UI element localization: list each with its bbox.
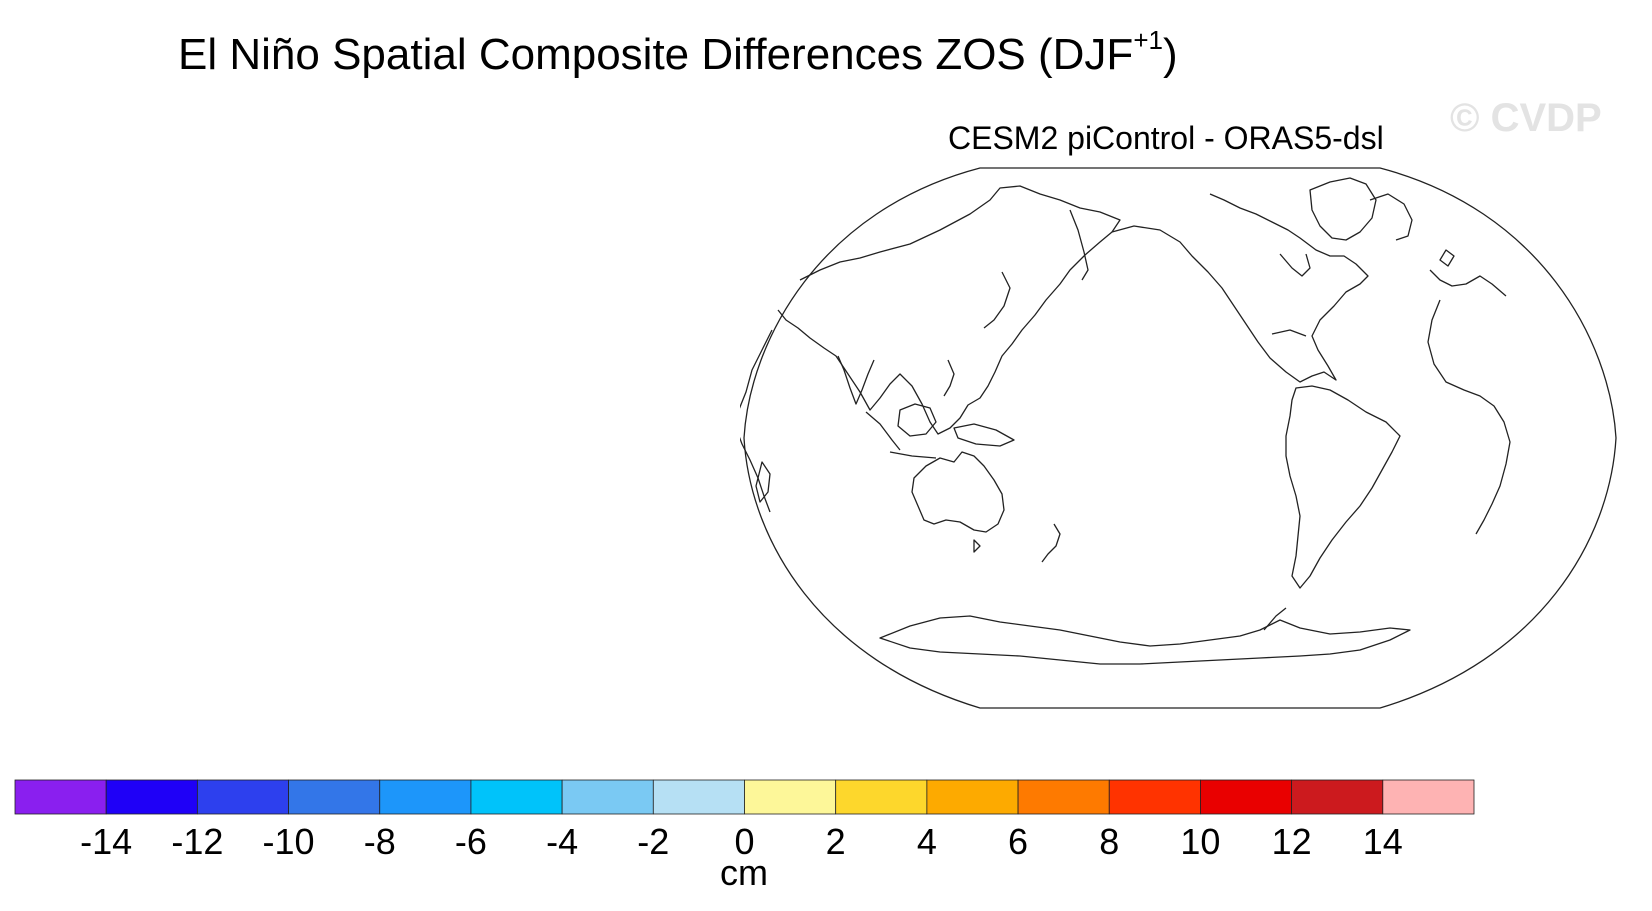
colorbar: -14 -12 -10 -8 -6 -4 -2 0 2 4 6 8 10 12 14: [14, 779, 1475, 862]
colorbar-box: [470, 779, 563, 815]
colorbar-tick-label: -8: [364, 821, 396, 862]
world-map: [740, 167, 1617, 709]
colorbar-box: [835, 779, 928, 815]
coastline-philippines: [943, 359, 955, 397]
title-close: ): [1162, 30, 1178, 79]
map-frame: [743, 167, 1617, 709]
panel-subtitle: CESM2 piControl - ORAS5-dsl: [948, 120, 1384, 156]
colorbar-tick-label: 12: [1272, 821, 1312, 862]
coastline-java: [889, 451, 937, 459]
cvdp-watermark: © CVDP: [1450, 96, 1602, 140]
coastline-australia: [911, 451, 1005, 533]
colorbar-units-label: cm: [720, 852, 768, 893]
coastline-kamchatka: [1069, 209, 1089, 281]
colorbar-tick-label: 2: [826, 821, 846, 862]
title-main: El Niño Spatial Composite Differences ZO…: [178, 30, 1134, 79]
colorbar-tick-label: 14: [1363, 821, 1403, 862]
colorbar-tick-label: -4: [546, 821, 578, 862]
coastline-antarctica: [879, 615, 1411, 665]
colorbar-tick-label: -2: [637, 821, 669, 862]
colorbar-tick-label: 6: [1008, 821, 1028, 862]
coastline-eurasia: [777, 185, 1121, 435]
colorbar-box: [1382, 779, 1475, 815]
coastline-greenland: [1309, 177, 1377, 241]
coastline-new-guinea: [953, 423, 1015, 447]
coastline-antarctic-peninsula: [1263, 607, 1287, 631]
coastline-british-isles: [1439, 249, 1455, 267]
colorbar-box: [561, 779, 654, 815]
colorbar-tick-label: 10: [1180, 821, 1220, 862]
coastline-sumatra: [865, 411, 901, 451]
colorbar-boxes: [14, 779, 1475, 815]
colorbar-tick-label: 4: [917, 821, 937, 862]
colorbar-ticks: -14 -12 -10 -8 -6 -4 -2 0 2 4 6 8 10 12 14: [80, 821, 1403, 862]
colorbar-box: [744, 779, 837, 815]
colorbar-box: [1291, 779, 1384, 815]
colorbar-tick-label: 8: [1099, 821, 1119, 862]
coastline-india: [837, 355, 875, 405]
coastline-scandinavia: [1369, 193, 1413, 241]
coastline-new-zealand: [1041, 523, 1061, 563]
colorbar-box: [196, 779, 289, 815]
coastline-europe-west: [1429, 269, 1507, 297]
coastline-hudson-bay: [1279, 253, 1311, 277]
colorbar-box: [105, 779, 198, 815]
colorbar-tick-label: -10: [263, 821, 315, 862]
colorbar-box: [379, 779, 472, 815]
coastline-cuba: [1271, 329, 1307, 337]
coastline-africa-east: [740, 329, 773, 513]
coastline-africa-west: [1427, 299, 1511, 535]
coastline-madagascar: [755, 461, 771, 503]
coastline-tasmania: [973, 539, 981, 553]
coastline-japan: [983, 271, 1011, 329]
coastline-borneo: [897, 403, 937, 437]
title-superscript: +1: [1133, 25, 1163, 55]
colorbar-box: [1200, 779, 1293, 815]
colorbar-box: [288, 779, 381, 815]
coastline-south-america: [1285, 385, 1401, 589]
colorbar-box: [14, 779, 107, 815]
colorbar-tick-label: -12: [171, 821, 223, 862]
colorbar-box: [1108, 779, 1201, 815]
colorbar-box: [652, 779, 745, 815]
figure-title: El Niño Spatial Composite Differences ZO…: [178, 25, 1178, 80]
colorbar-tick-label: -14: [80, 821, 132, 862]
coastline-north-america: [1111, 193, 1369, 383]
colorbar-box: [926, 779, 1019, 815]
colorbar-tick-label: 0: [734, 821, 754, 862]
colorbar-tick-label: -6: [455, 821, 487, 862]
colorbar-box: [1017, 779, 1110, 815]
